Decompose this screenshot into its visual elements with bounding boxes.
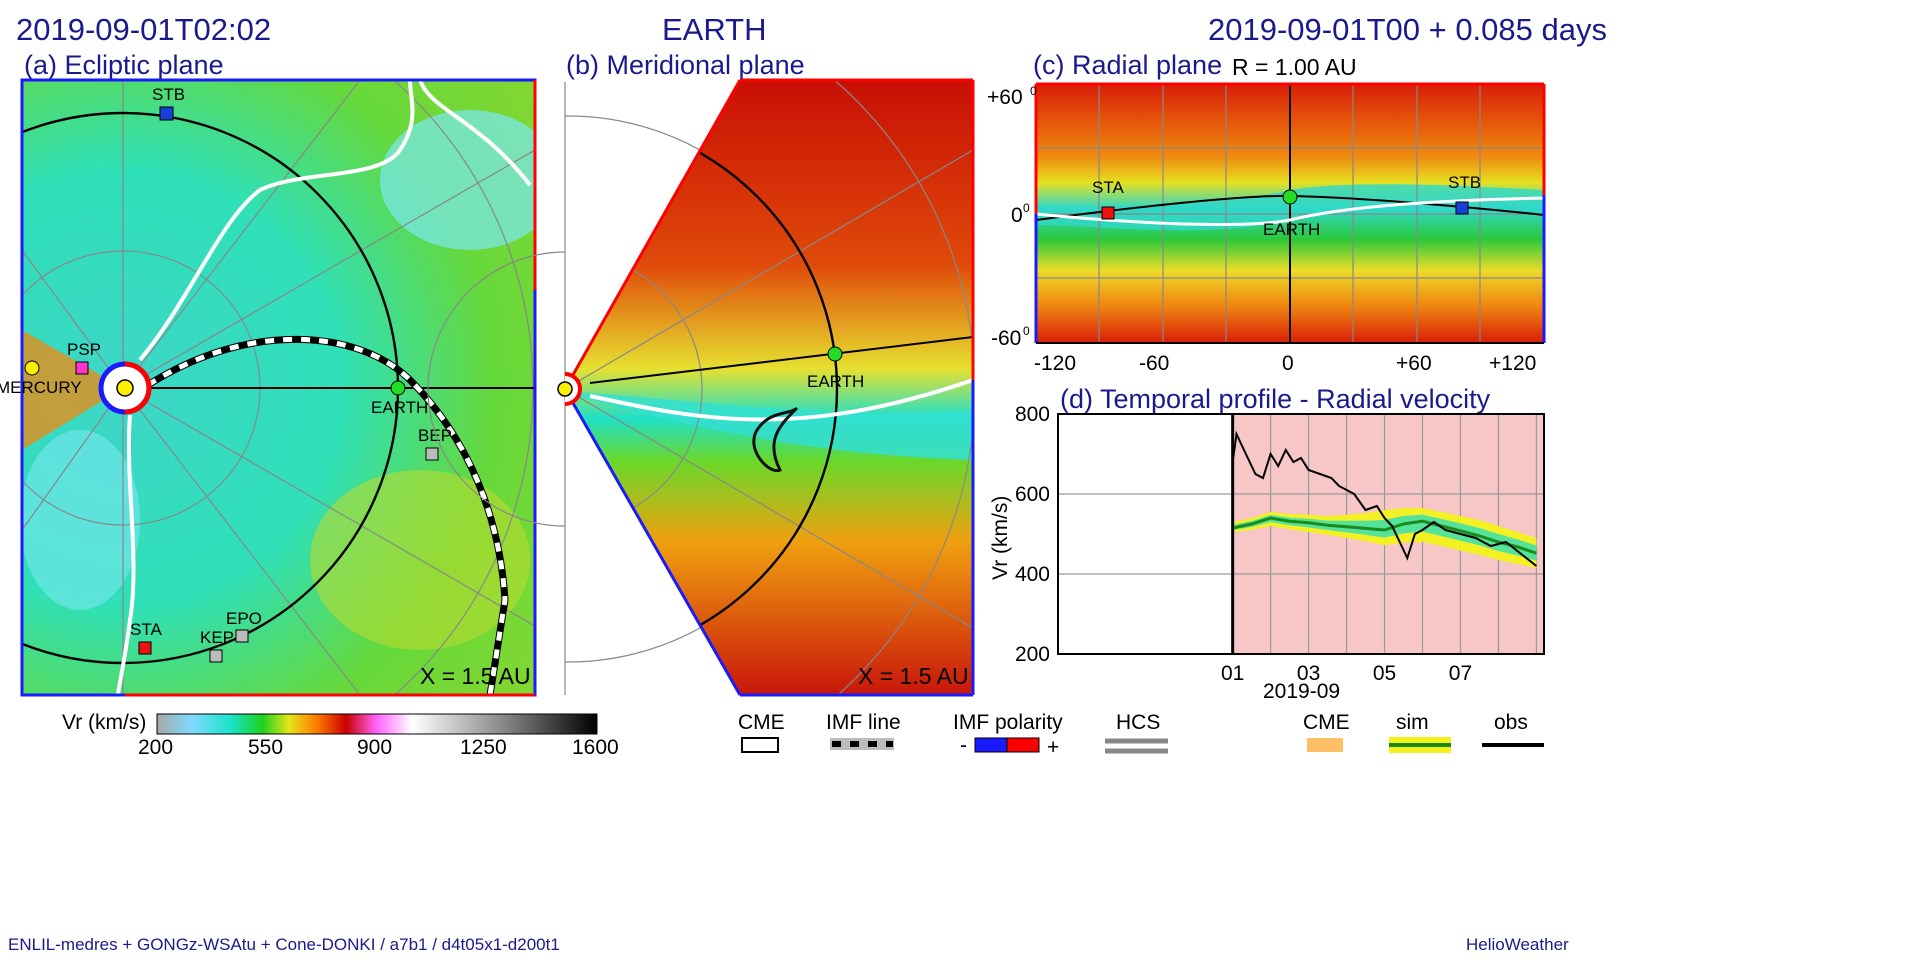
temporal-ytick-800: 800: [1015, 403, 1050, 426]
legend-obs-label: obs: [1494, 711, 1528, 734]
stb-marker-c: [1455, 201, 1469, 215]
earth-marker: [390, 380, 406, 396]
legend-cme2-label: CME: [1303, 711, 1350, 734]
legend-imf-line-bg: [830, 738, 894, 750]
temporal-xtick-01: 01: [1221, 662, 1244, 685]
legend-minus: -: [960, 734, 967, 757]
footer-brand[interactable]: HelioWeather: [1466, 935, 1569, 954]
psp-label: PSP: [67, 340, 101, 359]
earth-marker-c: [1282, 189, 1298, 205]
sun-icon-meridional: [557, 381, 573, 397]
sun-icon: [116, 379, 134, 397]
temporal-title: (d) Temporal profile - Radial velocity: [1060, 384, 1491, 414]
colorbar: Vr (km/s) 200 550 900 1250 1600: [62, 711, 619, 759]
colorbar-tick-900: 900: [357, 736, 392, 759]
temporal-xtick-05: 05: [1373, 662, 1396, 685]
radial-xtick-1: -120: [1034, 352, 1076, 375]
mercury-label: MERCURY: [0, 378, 82, 397]
temporal-ytick-200: 200: [1015, 643, 1050, 666]
legend: CME IMF line IMF polarity - + HCS CME si…: [738, 711, 1544, 759]
kep-marker: [209, 649, 223, 663]
temporal-xtick-07: 07: [1449, 662, 1472, 685]
legend-positive-swatch: [1006, 737, 1040, 753]
radial-radius: R = 1.00 AU: [1232, 54, 1357, 80]
sta-label-c: STA: [1092, 178, 1124, 197]
colorbar-label: Vr (km/s): [62, 711, 146, 734]
stb-label: STB: [152, 85, 185, 104]
sta-marker: [138, 641, 152, 655]
obs-line: [1231, 430, 1538, 567]
radial-panel: STA EARTH STB +60 0 0 0 -60 0 -120 -60 0…: [987, 82, 1546, 375]
temporal-frame: [1057, 413, 1545, 655]
stb-marker: [159, 106, 174, 121]
legend-imf-polarity-label: IMF polarity: [953, 711, 1063, 734]
legend-negative-swatch: [974, 737, 1008, 753]
radial-xtick-2: -60: [1139, 352, 1169, 375]
legend-imf-line-label: IMF line: [826, 711, 901, 734]
temporal-xlabel: 2019-09: [1263, 680, 1340, 703]
radial-xtick-3: 0: [1282, 352, 1294, 375]
radial-ytick-top: +60: [987, 86, 1023, 109]
header-timestamp: 2019-09-01T02:02: [16, 12, 272, 47]
meridional-scale: X = 1.5 AU: [858, 663, 969, 689]
radial-ytick-top-deg: 0: [1030, 84, 1037, 98]
temporal-xtick-03: 03: [1297, 662, 1320, 685]
earth-marker-b: [827, 346, 843, 362]
bep-marker: [425, 447, 439, 461]
sim-line: [1232, 516, 1537, 555]
earth-label-b: EARTH: [807, 372, 864, 391]
mercury-marker: [24, 360, 40, 376]
kep-label: KEP: [200, 628, 234, 647]
legend-hcs-label: HCS: [1116, 711, 1160, 734]
meridional-field: [565, 80, 973, 695]
legend-sim-label: sim: [1396, 711, 1429, 734]
header-title: EARTH: [662, 12, 767, 47]
stb-label-c: STB: [1448, 173, 1481, 192]
earth-label-c: EARTH: [1263, 220, 1320, 239]
legend-cme-swatch: [741, 737, 779, 753]
radial-xtick-4: +60: [1396, 352, 1432, 375]
meridional-panel: EARTH X = 1.5 AU: [427, 78, 975, 697]
colorbar-tick-550: 550: [248, 736, 283, 759]
legend-plus: +: [1047, 736, 1059, 759]
radial-xtick-5: +120: [1489, 352, 1536, 375]
earth-label-a: EARTH: [371, 398, 428, 417]
psp-marker: [75, 361, 89, 375]
radial-ytick-bottom-deg: 0: [1023, 324, 1030, 338]
temporal-chart: 200 400 600 800 01 03 05 07 2019-09 Vr (km/s): [989, 403, 1545, 703]
radial-ytick-mid: 0: [1011, 204, 1023, 227]
ecliptic-scale: X = 1.5 AU: [420, 663, 531, 689]
colorbar-tick-200: 200: [138, 736, 173, 759]
meridional-title: (b) Meridional plane: [566, 50, 805, 80]
legend-cme2-swatch: [1307, 738, 1343, 752]
epo-marker: [235, 629, 249, 643]
radial-ytick-mid-deg: 0: [1023, 201, 1030, 215]
colorbar-tick-1600: 1600: [572, 736, 619, 759]
temporal-x-ticks: 01 03 05 07: [1221, 662, 1472, 685]
radial-title: (c) Radial plane: [1033, 50, 1223, 80]
epo-label: EPO: [226, 609, 262, 628]
ecliptic-title: (a) Ecliptic plane: [24, 50, 224, 80]
temporal-y-ticks: 200 400 600 800: [1015, 403, 1050, 666]
temporal-ytick-600: 600: [1015, 483, 1050, 506]
sta-label: STA: [130, 620, 162, 639]
sim-band-inner: [1232, 514, 1537, 561]
colorbar-tick-1250: 1250: [460, 736, 507, 759]
bep-label: BEP: [418, 426, 452, 445]
radial-ytick-bottom: -60: [991, 327, 1021, 350]
legend-cme-label: CME: [738, 711, 785, 734]
temporal-ylabel: Vr (km/s): [989, 496, 1012, 580]
header-run-info: 2019-09-01T00 + 0.085 days: [1208, 12, 1607, 47]
ecliptic-panel: STB PSP MERCURY EARTH BEP STA KEP EPO X …: [0, 78, 537, 697]
temporal-ytick-400: 400: [1015, 563, 1050, 586]
footer-model: ENLIL-medres + GONGz-WSAtu + Cone-DONKI …: [8, 935, 560, 954]
sta-marker-c: [1101, 206, 1115, 220]
colorbar-gradient: [156, 713, 598, 735]
